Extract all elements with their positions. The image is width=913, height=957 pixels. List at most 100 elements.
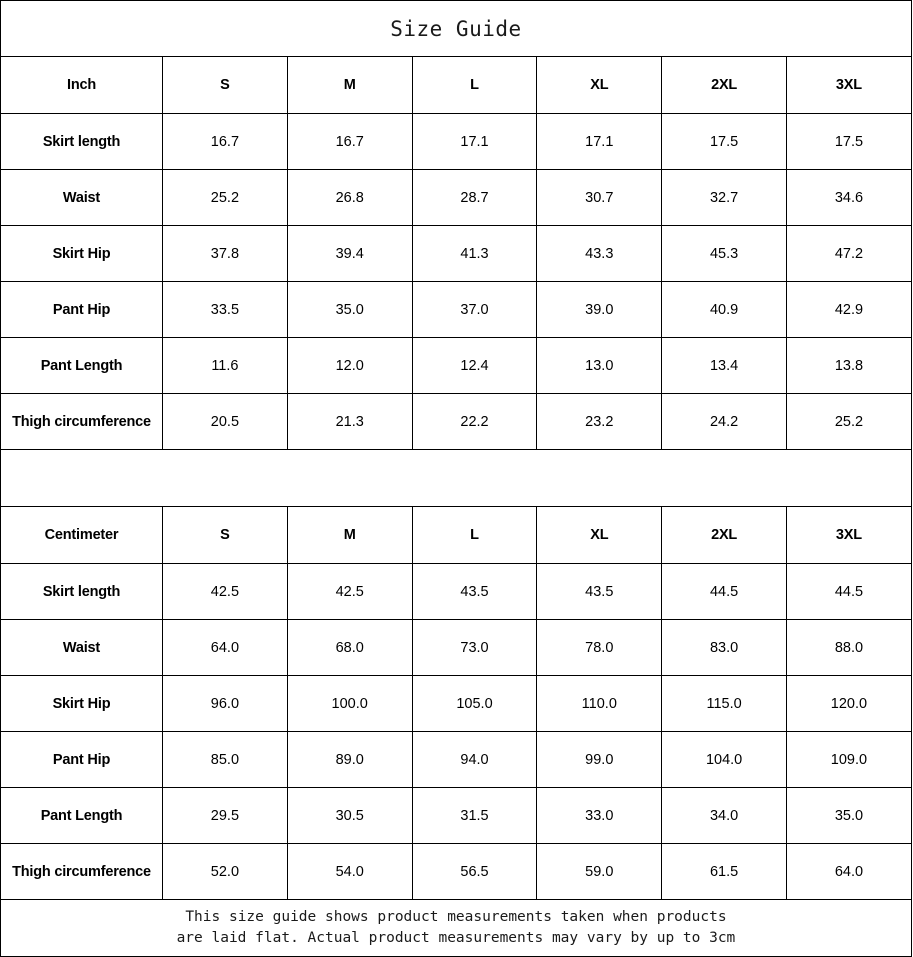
row-label: Waist <box>0 169 163 226</box>
size-header-l: L <box>411 56 538 114</box>
cell-value: 33.0 <box>536 787 663 844</box>
cell-value: 25.2 <box>162 169 288 226</box>
cell-value: 34.6 <box>785 169 912 226</box>
cell-value: 30.7 <box>536 169 663 226</box>
cell-value: 12.4 <box>411 337 538 394</box>
cell-value: 105.0 <box>411 675 538 732</box>
size-header-2xl: 2XL <box>661 506 787 564</box>
cell-value: 42.9 <box>785 281 912 338</box>
cell-value: 17.1 <box>411 113 538 170</box>
size-header-xl: XL <box>536 56 663 114</box>
row-label: Skirt length <box>0 563 163 620</box>
cell-value: 43.3 <box>536 225 663 282</box>
cell-value: 35.0 <box>785 787 912 844</box>
cell-value: 23.2 <box>536 393 663 450</box>
row-label: Thigh circumference <box>0 393 163 450</box>
cell-value: 59.0 <box>536 843 663 900</box>
table-spacer-row <box>0 449 912 507</box>
cell-value: 89.0 <box>286 731 413 788</box>
size-header-s: S <box>162 56 288 114</box>
size-header-m: M <box>286 56 413 114</box>
row-label: Pant Hip <box>0 281 163 338</box>
size-header-3xl: 3XL <box>785 56 912 114</box>
cell-value: 45.3 <box>661 225 787 282</box>
size-header-3xl: 3XL <box>785 506 912 564</box>
table-row: Skirt Hip 37.8 39.4 41.3 43.3 45.3 47.2 <box>0 225 912 282</box>
cell-value: 94.0 <box>411 731 538 788</box>
row-label: Skirt Hip <box>0 675 163 732</box>
row-label: Pant Hip <box>0 731 163 788</box>
cell-value: 99.0 <box>536 731 663 788</box>
title-row: Size Guide <box>0 0 912 57</box>
page-title: Size Guide <box>0 0 912 57</box>
cell-value: 11.6 <box>162 337 288 394</box>
cell-value: 41.3 <box>411 225 538 282</box>
table-row: Skirt Hip 96.0 100.0 105.0 110.0 115.0 1… <box>0 675 912 732</box>
row-label: Skirt length <box>0 113 163 170</box>
cell-value: 31.5 <box>411 787 538 844</box>
cell-value: 24.2 <box>661 393 787 450</box>
cell-value: 13.0 <box>536 337 663 394</box>
row-label: Waist <box>0 619 163 676</box>
cell-value: 43.5 <box>536 563 663 620</box>
cell-value: 21.3 <box>286 393 413 450</box>
cell-value: 78.0 <box>536 619 663 676</box>
cell-value: 44.5 <box>661 563 787 620</box>
cell-value: 37.0 <box>411 281 538 338</box>
cell-value: 42.5 <box>162 563 288 620</box>
row-label: Pant Length <box>0 337 163 394</box>
cell-value: 32.7 <box>661 169 787 226</box>
cell-value: 16.7 <box>162 113 288 170</box>
footer-note-row: This size guide shows product measuremen… <box>0 899 912 957</box>
cell-value: 22.2 <box>411 393 538 450</box>
cell-value: 17.5 <box>661 113 787 170</box>
size-header-2xl: 2XL <box>661 56 787 114</box>
table-row: Pant Length 29.5 30.5 31.5 33.0 34.0 35.… <box>0 787 912 844</box>
size-header-s: S <box>162 506 288 564</box>
cell-value: 47.2 <box>785 225 912 282</box>
cell-value: 43.5 <box>411 563 538 620</box>
footer-note-line-2: are laid flat. Actual product measuremen… <box>176 930 736 946</box>
cell-value: 109.0 <box>785 731 912 788</box>
cell-value: 88.0 <box>785 619 912 676</box>
table-row: Waist 64.0 68.0 73.0 78.0 83.0 88.0 <box>0 619 912 676</box>
cell-value: 35.0 <box>286 281 413 338</box>
cell-value: 73.0 <box>411 619 538 676</box>
cell-value: 42.5 <box>286 563 413 620</box>
size-header-l: L <box>411 506 538 564</box>
cell-value: 20.5 <box>162 393 288 450</box>
table-row: Pant Hip 85.0 89.0 94.0 99.0 104.0 109.0 <box>0 731 912 788</box>
cell-value: 104.0 <box>661 731 787 788</box>
cell-value: 83.0 <box>661 619 787 676</box>
cell-value: 39.0 <box>536 281 663 338</box>
cell-value: 13.8 <box>785 337 912 394</box>
cell-value: 13.4 <box>661 337 787 394</box>
table-row: Thigh circumference 52.0 54.0 56.5 59.0 … <box>0 843 912 900</box>
spacer-cell <box>0 449 912 507</box>
cell-value: 64.0 <box>162 619 288 676</box>
cell-value: 33.5 <box>162 281 288 338</box>
row-label: Thigh circumference <box>0 843 163 900</box>
cell-value: 56.5 <box>411 843 538 900</box>
table-row: Pant Length 11.6 12.0 12.4 13.0 13.4 13.… <box>0 337 912 394</box>
table-row: Pant Hip 33.5 35.0 37.0 39.0 40.9 42.9 <box>0 281 912 338</box>
header-row-inch: Inch S M L XL 2XL 3XL <box>0 56 912 114</box>
cell-value: 120.0 <box>785 675 912 732</box>
cell-value: 68.0 <box>286 619 413 676</box>
cell-value: 40.9 <box>661 281 787 338</box>
cell-value: 30.5 <box>286 787 413 844</box>
cell-value: 17.5 <box>785 113 912 170</box>
unit-label-inch: Inch <box>0 56 163 114</box>
row-label: Pant Length <box>0 787 163 844</box>
row-label: Skirt Hip <box>0 225 163 282</box>
cell-value: 64.0 <box>785 843 912 900</box>
cell-value: 61.5 <box>661 843 787 900</box>
cell-value: 110.0 <box>536 675 663 732</box>
unit-label-centimeter: Centimeter <box>0 506 163 564</box>
cell-value: 29.5 <box>162 787 288 844</box>
table-row: Waist 25.2 26.8 28.7 30.7 32.7 34.6 <box>0 169 912 226</box>
cell-value: 115.0 <box>661 675 787 732</box>
cell-value: 25.2 <box>785 393 912 450</box>
